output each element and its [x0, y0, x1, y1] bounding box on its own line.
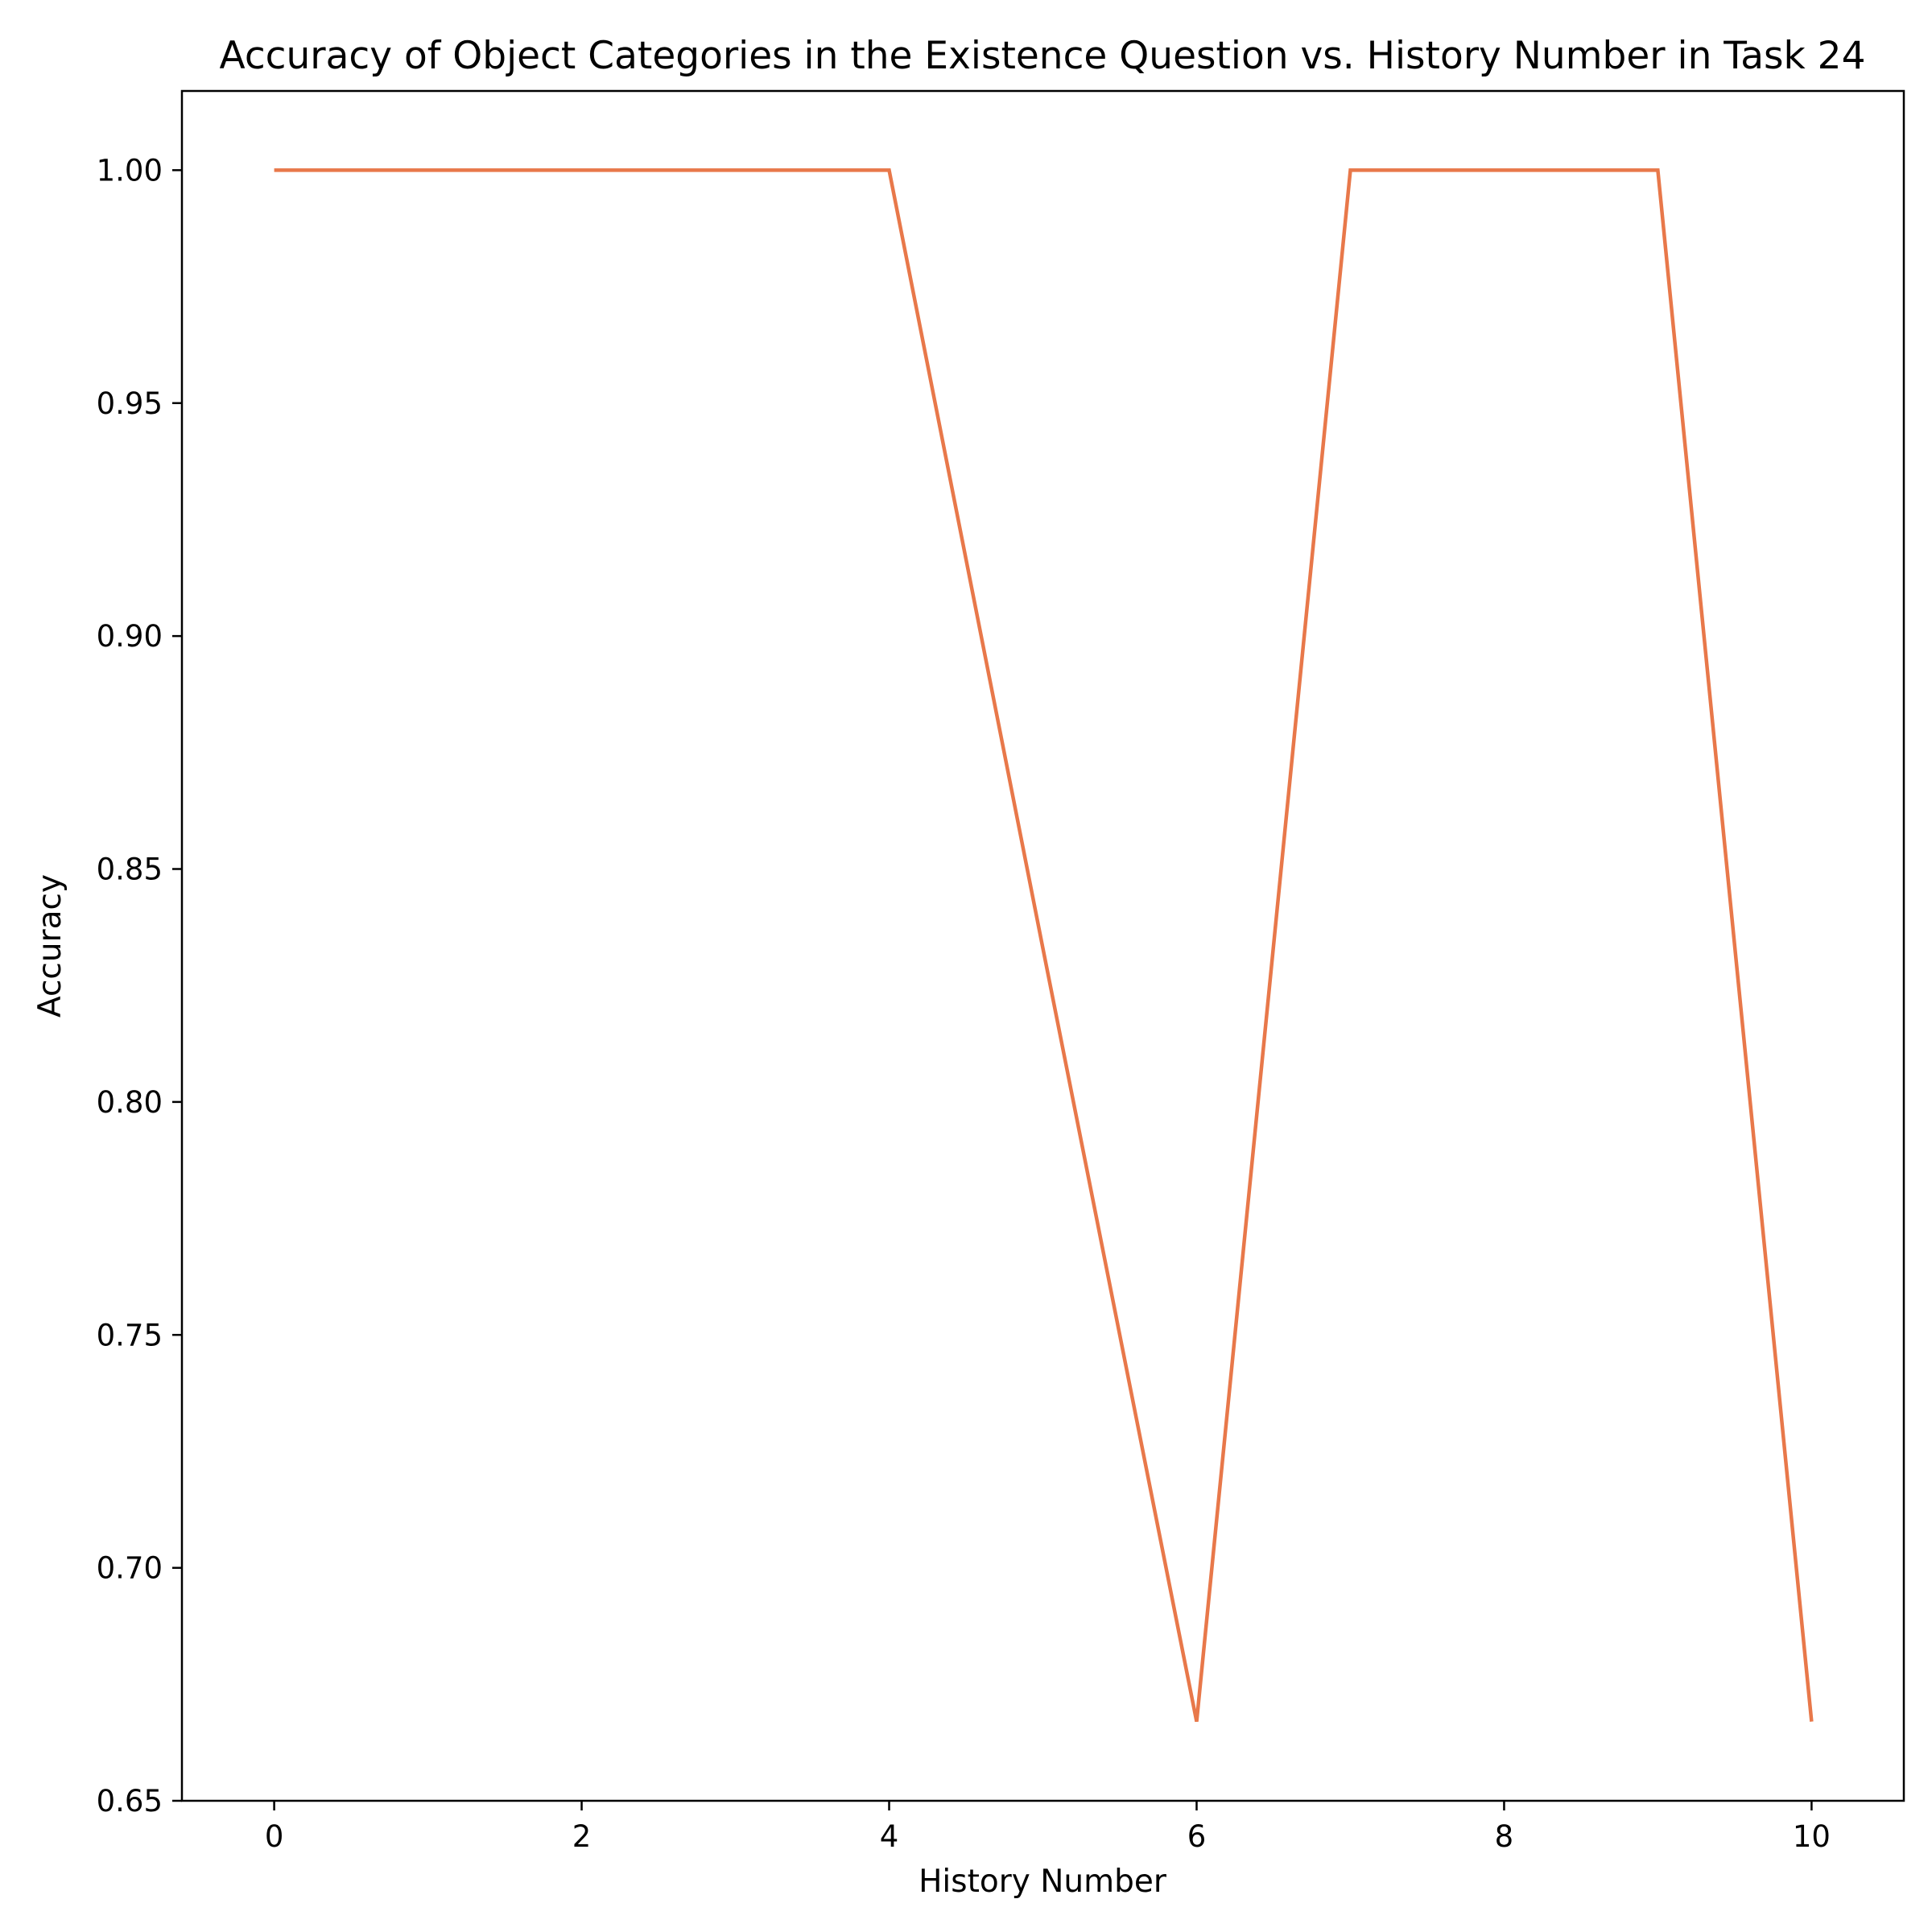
y-axis-ticks: 0.65 0.70 0.75 0.80 0.85 0.90 0.95 1.00 — [97, 153, 182, 1818]
y-tick-label: 0.75 — [97, 1318, 163, 1352]
plot-frame — [180, 89, 1905, 1802]
x-tick-label: 0 — [265, 1819, 284, 1854]
y-tick-label: 0.95 — [97, 386, 163, 421]
x-tick-label: 6 — [1187, 1819, 1207, 1854]
x-axis-label: History Number — [919, 1864, 1167, 1900]
x-tick-label: 2 — [572, 1819, 592, 1854]
x-axis-ticks: 0 2 4 6 8 10 — [265, 1801, 1831, 1854]
series-layer — [274, 168, 1814, 1723]
y-tick-label: 0.85 — [97, 852, 163, 887]
y-tick-label: 1.00 — [97, 153, 163, 188]
y-tick-label: 0.70 — [97, 1551, 163, 1586]
x-tick-label: 8 — [1495, 1819, 1514, 1854]
y-tick-label: 0.90 — [97, 619, 163, 654]
y-tick-label: 0.65 — [97, 1784, 163, 1818]
x-tick-label: 4 — [880, 1819, 899, 1854]
y-axis-label: Accuracy — [32, 874, 68, 1018]
chart-title: Accuracy of Object Categories in the Exi… — [220, 34, 1866, 78]
series-line — [274, 168, 1814, 1723]
y-tick-label: 0.80 — [97, 1085, 163, 1120]
x-tick-label: 10 — [1793, 1819, 1831, 1854]
